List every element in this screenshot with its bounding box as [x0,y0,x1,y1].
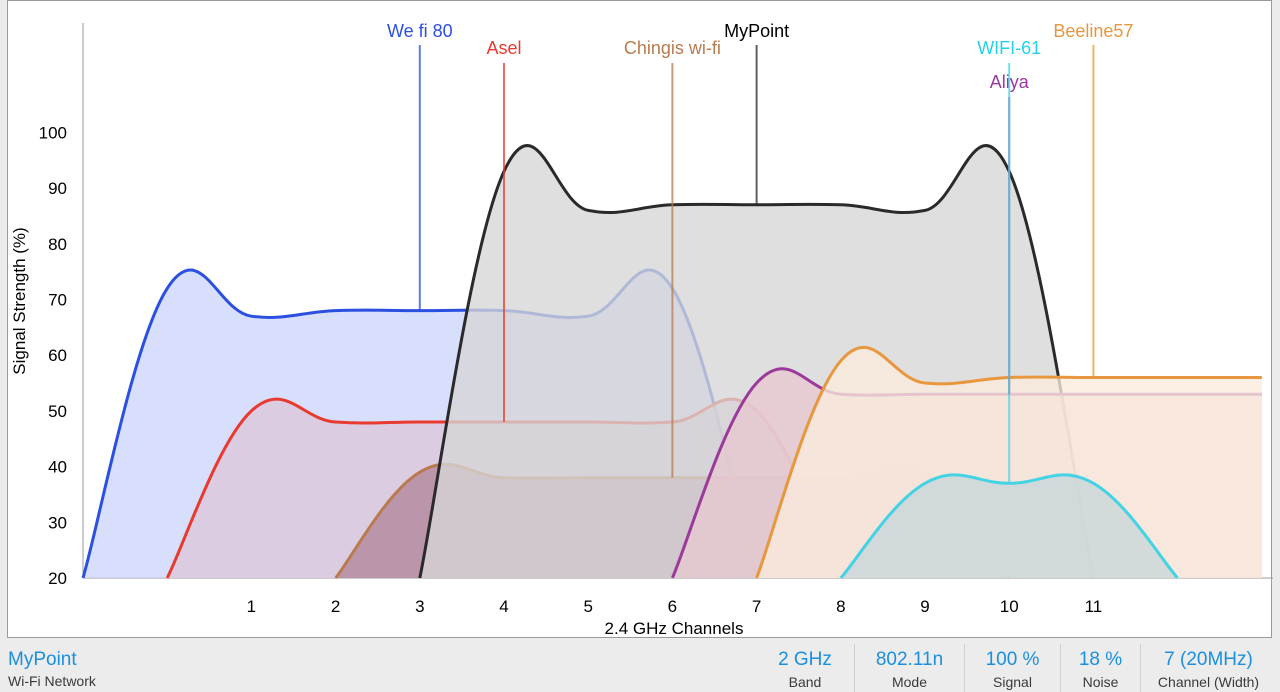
y-tick-label: 80 [48,235,67,254]
stat-noise: 18 % Noise [1060,644,1140,692]
mode-value: 802.11n [875,649,944,670]
x-tick-label: 2 [331,597,340,616]
x-tick-label: 5 [583,597,592,616]
band-label: Band [788,674,822,690]
y-tick-label: 90 [48,179,67,198]
x-tick-label: 11 [1085,597,1103,616]
signal-value: 100 % [985,649,1040,670]
y-tick-label: 60 [48,346,67,365]
x-tick-label: 6 [668,597,677,616]
y-tick-label: 50 [48,402,67,421]
area-wifi-61 [840,474,1178,578]
x-tick-label: 3 [415,597,424,616]
curve-beeline57 [755,345,1262,579]
signal-label: Signal [993,674,1032,690]
network-name: MyPoint [8,649,77,670]
y-tick-label: 40 [48,458,67,477]
stat-channel: 7 (20MHz) Channel (Width) [1140,644,1276,692]
x-tick-label: 10 [1000,597,1019,616]
mode-label: Mode [891,674,928,690]
channel-value: 7 (20MHz) [1164,649,1253,670]
y-tick-label: 70 [48,291,67,310]
series-label-beeline57: Beeline57 [1053,21,1133,41]
series-label-asel: Asel [486,38,521,58]
x-tick-label: 1 [247,597,256,616]
y-axis-title: Signal Strength (%) [10,227,29,374]
x-tick-label: 8 [836,597,845,616]
network-type-label: Wi-Fi Network [8,673,96,689]
series-label-wifi-61: WIFI-61 [977,38,1041,58]
series-label-mypoint: MyPoint [724,21,789,41]
noise-label: Noise [1082,674,1119,690]
channel-label: Channel (Width) [1157,674,1260,690]
y-tick-label: 100 [39,123,67,142]
status-bar: MyPoint Wi-Fi Network 2 GHz Band 802.11n… [0,640,1280,692]
chart-area: 20 30 40 50 60 70 80 90 100 1 2 3 4 5 6 7 8 9 10 11 2.4 GHz … [7,0,1273,638]
noise-value: 18 % [1078,649,1123,670]
band-value: 2 GHz [778,649,832,670]
y-tick-label: 20 [48,569,67,588]
x-tick-label: 7 [752,597,761,616]
series-label-chingis-wi-fi: Chingis wi-fi [624,38,721,58]
signal-chart: 20 30 40 50 60 70 80 90 100 1 2 3 4 5 6 7 8 9 10 11 2.4 GHz … [10,21,1273,638]
series-label-we-fi-80: We fi 80 [387,21,453,41]
x-tick-label: 9 [920,597,929,616]
stat-band: 2 GHz Band [756,644,854,692]
stat-signal: 100 % Signal [964,644,1060,692]
stat-mode: 802.11n Mode [854,644,964,692]
y-tick-label: 30 [48,513,67,532]
x-axis-title: 2.4 GHz Channels [605,619,744,638]
x-tick-label: 4 [499,597,508,616]
